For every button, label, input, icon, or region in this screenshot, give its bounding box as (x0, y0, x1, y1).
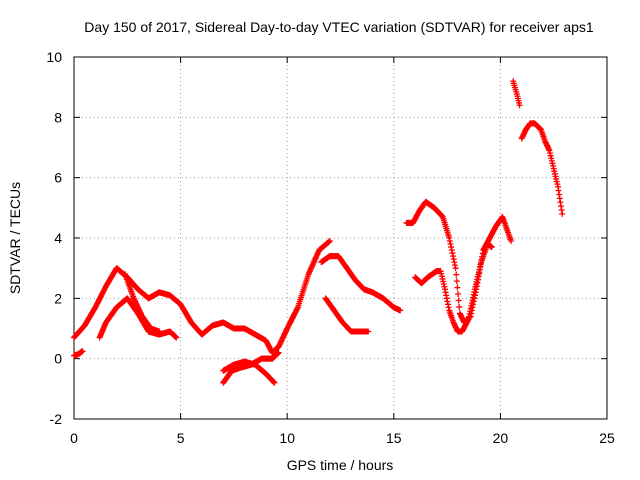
plot-frame (73, 56, 608, 420)
y-tick-label: 0 (54, 351, 62, 367)
chart-title: Day 150 of 2017, Sidereal Day-to-day VTE… (84, 19, 594, 35)
y-tick-label: 6 (54, 170, 62, 186)
data-point (79, 348, 86, 355)
y-tick-label: 10 (46, 49, 62, 65)
series-seg11 (510, 78, 523, 109)
data-point (453, 278, 460, 285)
series-seg9 (403, 198, 515, 326)
data-point (559, 210, 566, 217)
x-tick-label: 25 (599, 430, 615, 446)
data-point (397, 307, 404, 314)
series-seg2 (71, 348, 86, 359)
series-seg1 (71, 238, 333, 356)
x-tick-label: 20 (493, 430, 509, 446)
data-point (516, 102, 523, 109)
x-tick-label: 0 (70, 430, 78, 446)
y-tick-label: 2 (54, 290, 62, 306)
data-point (488, 244, 495, 251)
data-point (455, 291, 462, 298)
data-point (173, 334, 180, 341)
data-point (455, 297, 462, 304)
y-tick-label: 4 (54, 230, 62, 246)
data-point (453, 271, 460, 278)
x-tick-label: 5 (177, 430, 185, 446)
data-point (156, 328, 163, 335)
grid-lines (74, 57, 607, 419)
data-point (326, 238, 333, 245)
data-point (508, 238, 515, 245)
data-point (275, 349, 282, 356)
y-axis-label: SDTVAR / TECUs (7, 182, 23, 294)
y-tick-labels: -2 0 2 4 6 8 10 (46, 49, 62, 427)
data-point (271, 379, 278, 386)
x-tick-label: 10 (279, 430, 295, 446)
x-axis-label: GPS time / hours (287, 457, 394, 473)
data-point (456, 303, 463, 310)
series-seg7 (318, 253, 404, 314)
x-tick-labels: 0 5 10 15 20 25 (70, 430, 615, 446)
y-tick-label: 8 (54, 109, 62, 125)
series-seg8 (322, 295, 372, 335)
series-seg6 (220, 358, 278, 386)
data-point (454, 284, 461, 291)
data-points (71, 78, 566, 386)
x-tick-label: 15 (386, 430, 402, 446)
data-point (452, 265, 459, 272)
axis-ticks (73, 56, 608, 420)
series-seg10 (412, 241, 495, 335)
y-tick-label: -2 (50, 411, 63, 427)
series-seg4 (122, 271, 163, 335)
series-seg12 (518, 120, 566, 217)
data-point (365, 328, 372, 335)
